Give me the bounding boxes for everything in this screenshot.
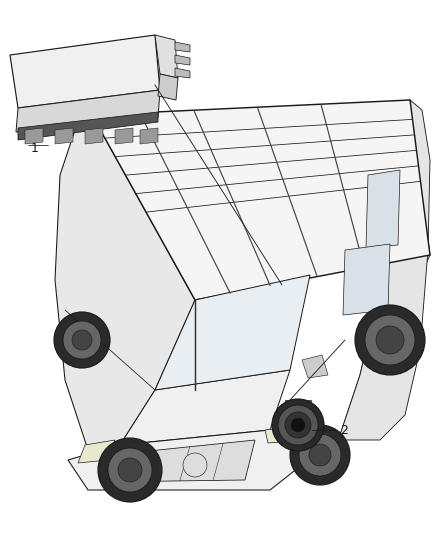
Circle shape	[108, 448, 152, 492]
Polygon shape	[340, 100, 430, 440]
Polygon shape	[120, 370, 290, 445]
Polygon shape	[155, 275, 310, 390]
Circle shape	[290, 425, 350, 485]
Polygon shape	[366, 170, 400, 248]
Polygon shape	[85, 128, 103, 144]
Circle shape	[54, 312, 110, 368]
Polygon shape	[175, 42, 190, 52]
Circle shape	[278, 405, 318, 445]
Polygon shape	[16, 90, 160, 132]
Polygon shape	[175, 55, 190, 65]
Circle shape	[98, 438, 162, 502]
Polygon shape	[343, 244, 390, 315]
Polygon shape	[78, 440, 115, 463]
Polygon shape	[55, 115, 195, 450]
Circle shape	[183, 453, 207, 477]
Polygon shape	[265, 426, 335, 443]
Circle shape	[309, 444, 331, 466]
Polygon shape	[18, 112, 158, 140]
Polygon shape	[155, 35, 178, 78]
Polygon shape	[175, 68, 190, 78]
Circle shape	[272, 399, 324, 451]
Circle shape	[355, 305, 425, 375]
Circle shape	[291, 418, 305, 432]
Circle shape	[376, 326, 404, 354]
Polygon shape	[68, 430, 340, 490]
Circle shape	[118, 458, 142, 482]
Circle shape	[299, 434, 341, 476]
Circle shape	[285, 412, 311, 438]
Polygon shape	[302, 355, 328, 378]
Circle shape	[63, 321, 101, 359]
Circle shape	[72, 330, 92, 350]
Polygon shape	[10, 35, 160, 108]
Polygon shape	[140, 128, 158, 144]
Polygon shape	[25, 128, 43, 144]
Polygon shape	[115, 128, 133, 144]
Polygon shape	[92, 100, 430, 300]
Circle shape	[365, 315, 415, 365]
Polygon shape	[158, 74, 178, 100]
Polygon shape	[55, 128, 73, 144]
Text: 1: 1	[31, 141, 39, 155]
Polygon shape	[100, 440, 255, 482]
Polygon shape	[285, 400, 311, 408]
Text: 2: 2	[340, 424, 348, 437]
Polygon shape	[340, 100, 430, 435]
